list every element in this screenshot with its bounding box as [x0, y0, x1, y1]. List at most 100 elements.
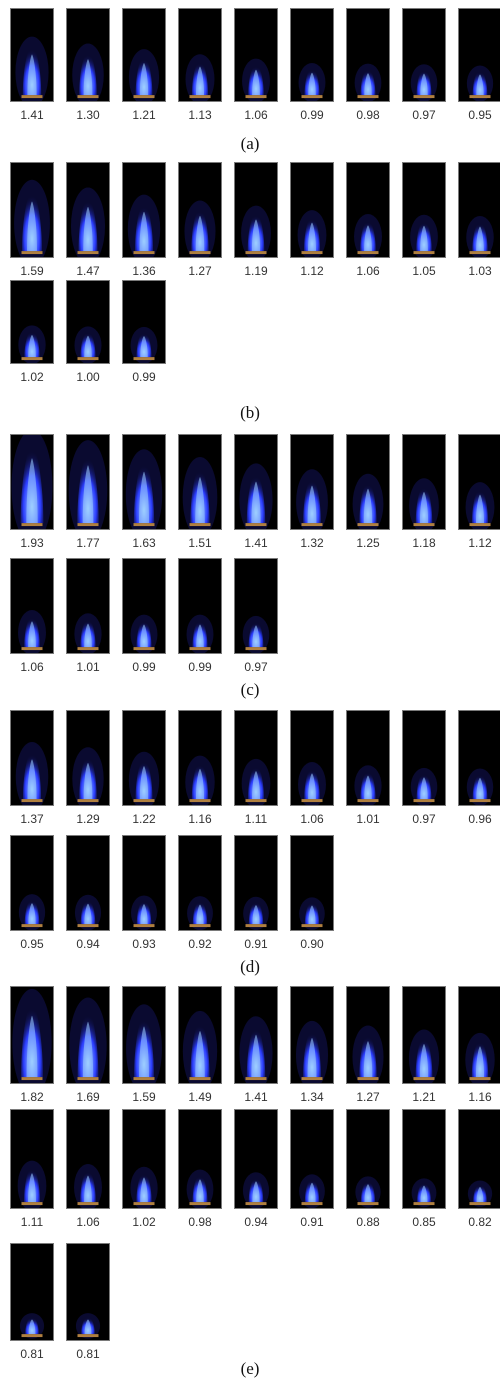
equivalence-ratio-label: 0.97 — [244, 660, 268, 674]
equivalence-ratio-label: 1.11 — [244, 812, 268, 826]
equivalence-ratio-label: 1.12 — [300, 264, 324, 278]
flame-photo — [10, 710, 54, 806]
flame-icon — [74, 326, 102, 363]
flame-icon — [11, 435, 53, 529]
equivalence-ratio-label: 1.21 — [412, 1090, 436, 1104]
flame-photo — [234, 8, 278, 102]
flame-icon — [298, 62, 326, 101]
flame-photo — [402, 1109, 446, 1209]
flame-icon — [295, 1020, 329, 1083]
flame-icon — [466, 768, 494, 805]
equivalence-ratio-label: 1.51 — [188, 536, 212, 550]
flame-icon — [241, 758, 271, 805]
flame-icon — [14, 179, 50, 257]
flame-photo — [122, 710, 166, 806]
equivalence-ratio-label: 1.30 — [76, 108, 100, 122]
flame-photo — [346, 434, 390, 530]
equivalence-ratio-label: 0.91 — [300, 1215, 324, 1229]
flame-icon — [186, 614, 214, 653]
equivalence-ratio-label: 0.93 — [132, 937, 156, 951]
equivalence-ratio-label: 0.96 — [468, 812, 492, 826]
panel-caption: (a) — [240, 134, 260, 153]
flame-photo — [346, 710, 390, 806]
flame-icon — [184, 200, 216, 257]
flame-photo — [178, 162, 222, 258]
flame-photo — [346, 986, 390, 1084]
flame-icon — [355, 1176, 381, 1208]
flame-icon — [242, 1172, 270, 1208]
equivalence-ratio-label: 0.94 — [76, 937, 100, 951]
flame-photo — [66, 710, 110, 806]
flame-photo — [10, 835, 54, 931]
flame-photo — [346, 1109, 390, 1209]
equivalence-ratio-label: 1.29 — [76, 812, 100, 826]
equivalence-ratio-label: 1.59 — [20, 264, 44, 278]
panel-caption: (e) — [240, 1359, 260, 1378]
equivalence-ratio-label: 1.47 — [76, 264, 100, 278]
flame-photo — [402, 162, 446, 258]
flame-icon — [354, 765, 382, 805]
equivalence-ratio-label: 0.81 — [76, 1347, 100, 1361]
flame-photo — [458, 434, 500, 530]
equivalence-ratio-label: 1.36 — [132, 264, 156, 278]
flame-icon — [18, 894, 46, 930]
equivalence-ratio-label: 0.98 — [188, 1215, 212, 1229]
equivalence-ratio-label: 0.91 — [244, 937, 268, 951]
flame-icon — [239, 463, 273, 529]
equivalence-ratio-label: 1.11 — [20, 1215, 44, 1229]
flame-photo — [234, 1109, 278, 1209]
flame-icon — [18, 325, 46, 363]
equivalence-ratio-label: 0.95 — [468, 108, 492, 122]
flame-icon — [409, 478, 439, 529]
equivalence-ratio-label: 0.82 — [468, 1215, 492, 1229]
equivalence-ratio-label: 0.88 — [356, 1215, 380, 1229]
flame-icon — [15, 742, 49, 805]
equivalence-ratio-label: 1.37 — [20, 812, 44, 826]
flame-icon — [410, 214, 438, 257]
flame-photo — [458, 1109, 500, 1209]
flame-photo — [122, 162, 166, 258]
flame-photo — [122, 986, 166, 1084]
flame-icon — [352, 1025, 384, 1083]
flame-icon — [130, 1166, 158, 1208]
equivalence-ratio-label: 1.16 — [468, 1090, 492, 1104]
flame-icon — [410, 64, 438, 101]
flame-photo — [66, 1243, 110, 1341]
flame-icon — [185, 54, 215, 101]
equivalence-ratio-label: 0.99 — [300, 108, 324, 122]
flame-photo — [234, 558, 278, 654]
flame-photo — [290, 434, 334, 530]
equivalence-ratio-label: 1.93 — [20, 536, 44, 550]
flame-photo — [402, 8, 446, 102]
flame-icon — [125, 449, 163, 529]
flame-icon — [128, 49, 160, 101]
flame-photo — [10, 8, 54, 102]
flame-icon — [19, 1313, 45, 1339]
flame-icon — [74, 894, 102, 930]
flame-icon — [465, 1032, 495, 1083]
flame-photo — [10, 162, 54, 258]
equivalence-ratio-label: 0.99 — [188, 660, 212, 674]
flame-photo — [122, 434, 166, 530]
flame-icon — [297, 210, 327, 257]
equivalence-ratio-label: 0.99 — [132, 370, 156, 384]
flame-icon — [128, 751, 160, 805]
flame-photo — [178, 558, 222, 654]
equivalence-ratio-label: 1.03 — [468, 264, 492, 278]
flame-photo — [402, 710, 446, 806]
flame-photo — [66, 8, 110, 102]
flame-photo — [234, 710, 278, 806]
flame-icon — [242, 615, 270, 653]
flame-photo — [290, 835, 334, 931]
flame-photo — [458, 986, 500, 1084]
flame-icon — [72, 43, 104, 101]
flame-photo — [178, 710, 222, 806]
flame-photo — [402, 434, 446, 530]
flame-photo — [10, 280, 54, 364]
flame-icon — [72, 747, 104, 805]
flame-icon — [70, 187, 106, 257]
flame-photo — [178, 8, 222, 102]
flame-photo — [290, 8, 334, 102]
flame-icon — [408, 1029, 440, 1083]
flame-photo — [178, 986, 222, 1084]
